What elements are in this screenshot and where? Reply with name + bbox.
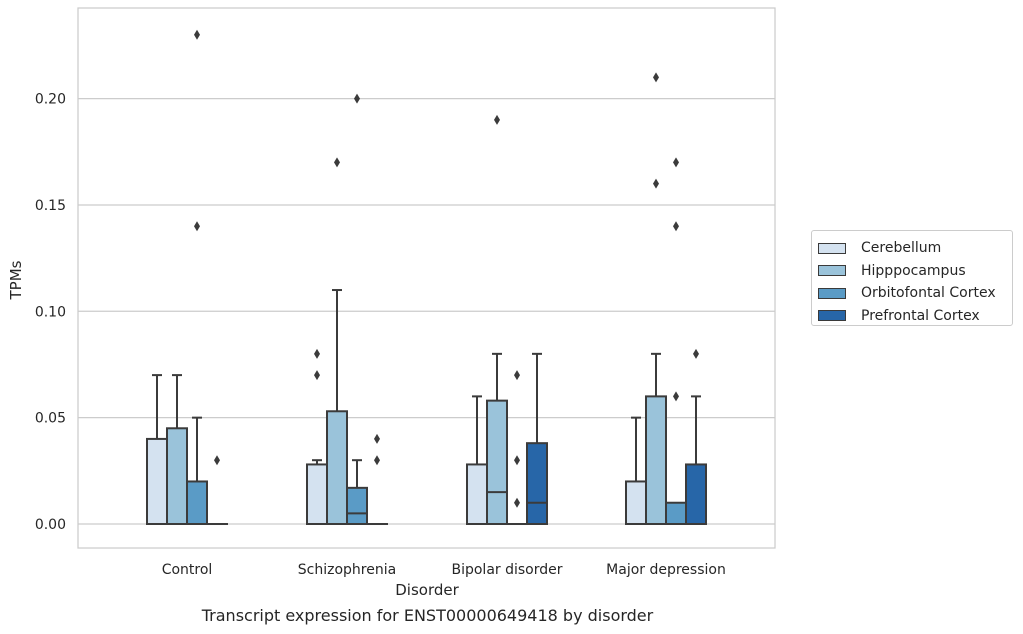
outlier-point	[194, 221, 200, 232]
legend-label: Hipppocampus	[861, 262, 966, 279]
box-2-2	[506, 370, 528, 526]
y-tick-label: 0.00	[35, 517, 66, 533]
legend-swatch	[818, 265, 846, 277]
x-tick-label: Schizophrenia	[298, 562, 396, 578]
chart-caption: Transcript expression for ENST0000064941…	[201, 606, 654, 625]
box-body	[685, 463, 707, 525]
box-body	[466, 463, 488, 525]
box-body	[326, 410, 348, 526]
box-1-0	[166, 374, 188, 525]
outlier-point	[673, 391, 679, 402]
outlier-point	[514, 370, 520, 381]
outlier-point	[693, 348, 699, 359]
box-2-3	[665, 157, 687, 526]
outlier-point	[494, 114, 500, 125]
x-axis-ticks: Control Schizophrenia Bipolar disorder Majo…	[162, 562, 726, 578]
legend-swatch	[818, 310, 846, 322]
y-tick-label: 0.20	[35, 92, 66, 108]
outlier-point	[653, 178, 659, 189]
outlier-point	[354, 93, 360, 104]
legend-label: Orbitofontal Cortex	[861, 285, 996, 302]
legend: Cerebellum Hipppocampus Orbitofontal Corte…	[811, 230, 1013, 326]
legend-label: Prefrontal Cortex	[861, 307, 980, 324]
legend-label: Cerebellum	[861, 240, 942, 257]
outlier-point	[653, 72, 659, 83]
legend-item: Prefrontal Cortex	[818, 305, 1012, 328]
box-3-2	[526, 352, 548, 526]
x-tick-label: Major depression	[606, 562, 726, 578]
x-tick-label: Control	[162, 562, 213, 578]
outlier-point	[374, 455, 380, 466]
outlier-point	[514, 497, 520, 508]
box-3-1	[366, 433, 388, 526]
legend-item: Orbitofontal Cortex	[818, 282, 1012, 305]
box-body	[526, 442, 548, 526]
box-body	[346, 486, 368, 526]
outlier-point	[673, 157, 679, 168]
legend-item: Cerebellum	[818, 237, 1012, 260]
box-body	[645, 395, 667, 526]
outlier-point	[374, 433, 380, 444]
box-body	[625, 480, 647, 525]
box-1-3	[645, 72, 667, 526]
box-0-0	[146, 374, 168, 526]
y-tick-label: 0.10	[35, 304, 66, 320]
box-1-1	[326, 157, 348, 526]
plot-frame	[77, 7, 776, 549]
outlier-point	[314, 370, 320, 381]
box-2-1	[346, 93, 368, 526]
box-body	[186, 480, 208, 525]
box-3-3	[685, 348, 707, 525]
y-tick-label: 0.15	[35, 198, 66, 214]
outlier-point	[214, 455, 220, 466]
legend-swatch	[818, 242, 846, 254]
outlier-point	[514, 455, 520, 466]
outlier-point	[334, 157, 340, 168]
box-0-1	[306, 348, 328, 525]
box-body	[306, 463, 328, 525]
outlier-point	[673, 221, 679, 232]
box-2-0	[186, 29, 208, 525]
box-body	[486, 399, 508, 525]
y-tick-label: 0.05	[35, 411, 66, 427]
box-0-3	[625, 416, 647, 525]
legend-item: Hipppocampus	[818, 260, 1012, 283]
x-axis-label: Disorder	[395, 581, 459, 599]
box-0-2	[466, 395, 488, 525]
box-body	[665, 501, 687, 526]
box-body	[166, 427, 188, 525]
box-plots	[146, 29, 707, 526]
y-axis-label: TPMs	[7, 260, 25, 300]
legend-swatch	[818, 287, 846, 299]
x-tick-label: Bipolar disorder	[451, 562, 562, 578]
outlier-point	[314, 348, 320, 359]
box-body	[146, 437, 168, 526]
box-1-2	[486, 114, 508, 525]
outlier-point	[194, 29, 200, 40]
box-3-0	[206, 455, 228, 526]
y-axis-ticks: 0.00 0.05 0.10 0.15 0.20	[35, 92, 66, 533]
